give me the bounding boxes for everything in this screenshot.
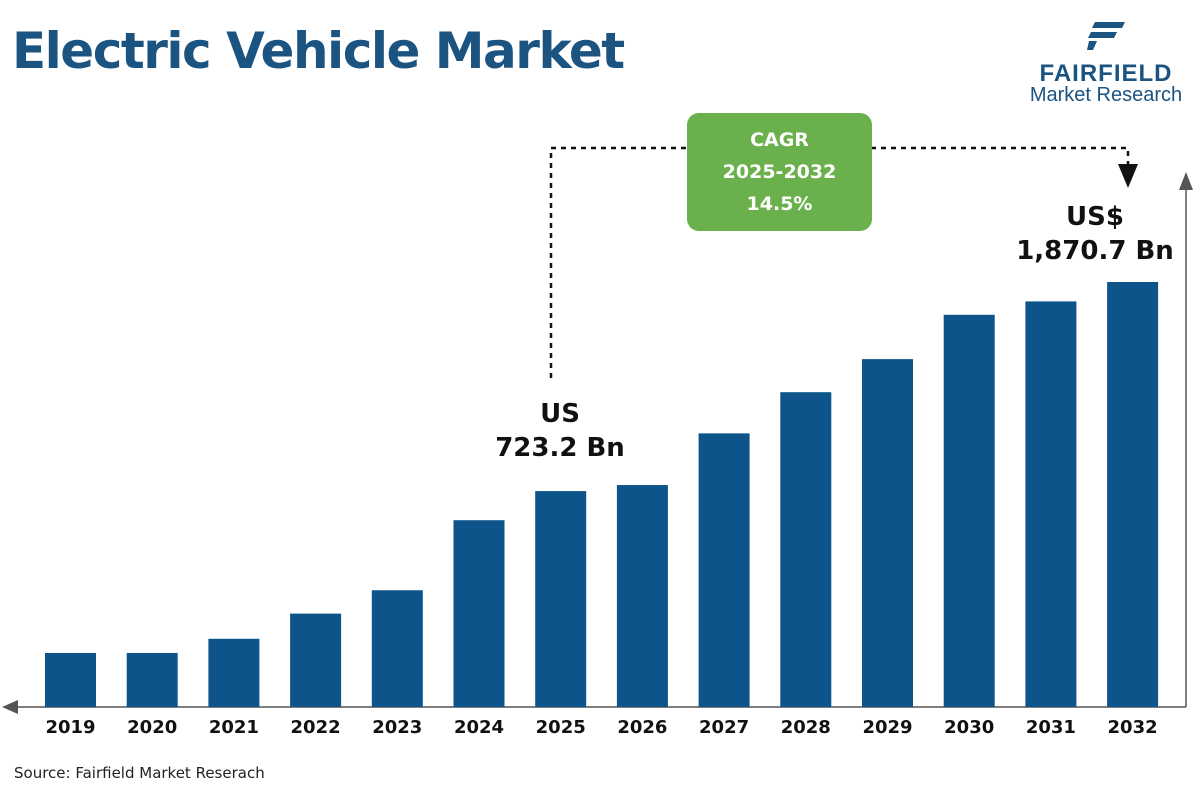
y-axis-arrow-icon — [1179, 172, 1193, 190]
x-axis-arrow-icon — [2, 700, 18, 714]
x-tick-2019: 2019 — [45, 717, 95, 738]
x-tick-2025: 2025 — [536, 717, 586, 738]
page-title: Electric Vehicle Market — [12, 22, 625, 80]
bar-2019 — [45, 652, 96, 707]
x-tick-2032: 2032 — [1108, 717, 1158, 738]
bar-2025 — [535, 491, 587, 707]
source-note: Source: Fairfield Market Reserach — [14, 764, 265, 782]
x-tick-2021: 2021 — [209, 717, 259, 738]
x-tick-2024: 2024 — [454, 717, 504, 738]
logo-subtitle: Market Research — [1029, 84, 1183, 106]
x-tick-2030: 2030 — [944, 717, 994, 738]
cagr-arrow-icon — [1118, 164, 1138, 188]
x-tick-2026: 2026 — [617, 717, 667, 738]
bar-2031 — [1025, 301, 1077, 707]
callout-2025-line1: US — [540, 399, 580, 429]
bar-2027 — [698, 433, 750, 707]
bar-2021 — [208, 638, 260, 707]
fairfield-logo-icon — [1087, 22, 1125, 50]
bar-2030 — [943, 314, 995, 707]
bar-2020 — [126, 652, 178, 707]
logo-name: FAIRFIELD — [1039, 60, 1173, 87]
x-tick-2029: 2029 — [862, 717, 912, 738]
cagr-badge: CAGR 2025-2032 14.5% — [687, 113, 872, 231]
bar-2028 — [780, 392, 832, 707]
x-tick-2027: 2027 — [699, 717, 749, 738]
cagr-value: 14.5% — [746, 193, 813, 215]
callout-2032: US$ 1,870.7 Bn — [1010, 200, 1180, 268]
bar-2026 — [616, 485, 668, 707]
x-tick-2022: 2022 — [291, 717, 341, 738]
callout-2032-line1: US$ — [1066, 202, 1124, 232]
cagr-label: CAGR — [750, 129, 809, 151]
callout-2032-line2: 1,870.7 Bn — [1016, 236, 1174, 266]
bar-2029 — [862, 359, 913, 707]
bar-2022 — [290, 613, 342, 707]
cagr-period: 2025-2032 — [722, 161, 837, 183]
callout-2025: US 723.2 Bn — [470, 397, 650, 465]
x-tick-2020: 2020 — [127, 717, 177, 738]
x-tick-2031: 2031 — [1026, 717, 1076, 738]
bar-2032 — [1107, 282, 1159, 707]
x-tick-2028: 2028 — [781, 717, 831, 738]
brand-logo: FAIRFIELD Market Research — [1026, 20, 1186, 110]
cagr-connector — [549, 146, 1130, 378]
callout-2025-line2: 723.2 Bn — [495, 433, 625, 463]
bar-2024 — [453, 520, 505, 707]
bar-2023 — [371, 590, 423, 707]
x-tick-2023: 2023 — [372, 717, 422, 738]
